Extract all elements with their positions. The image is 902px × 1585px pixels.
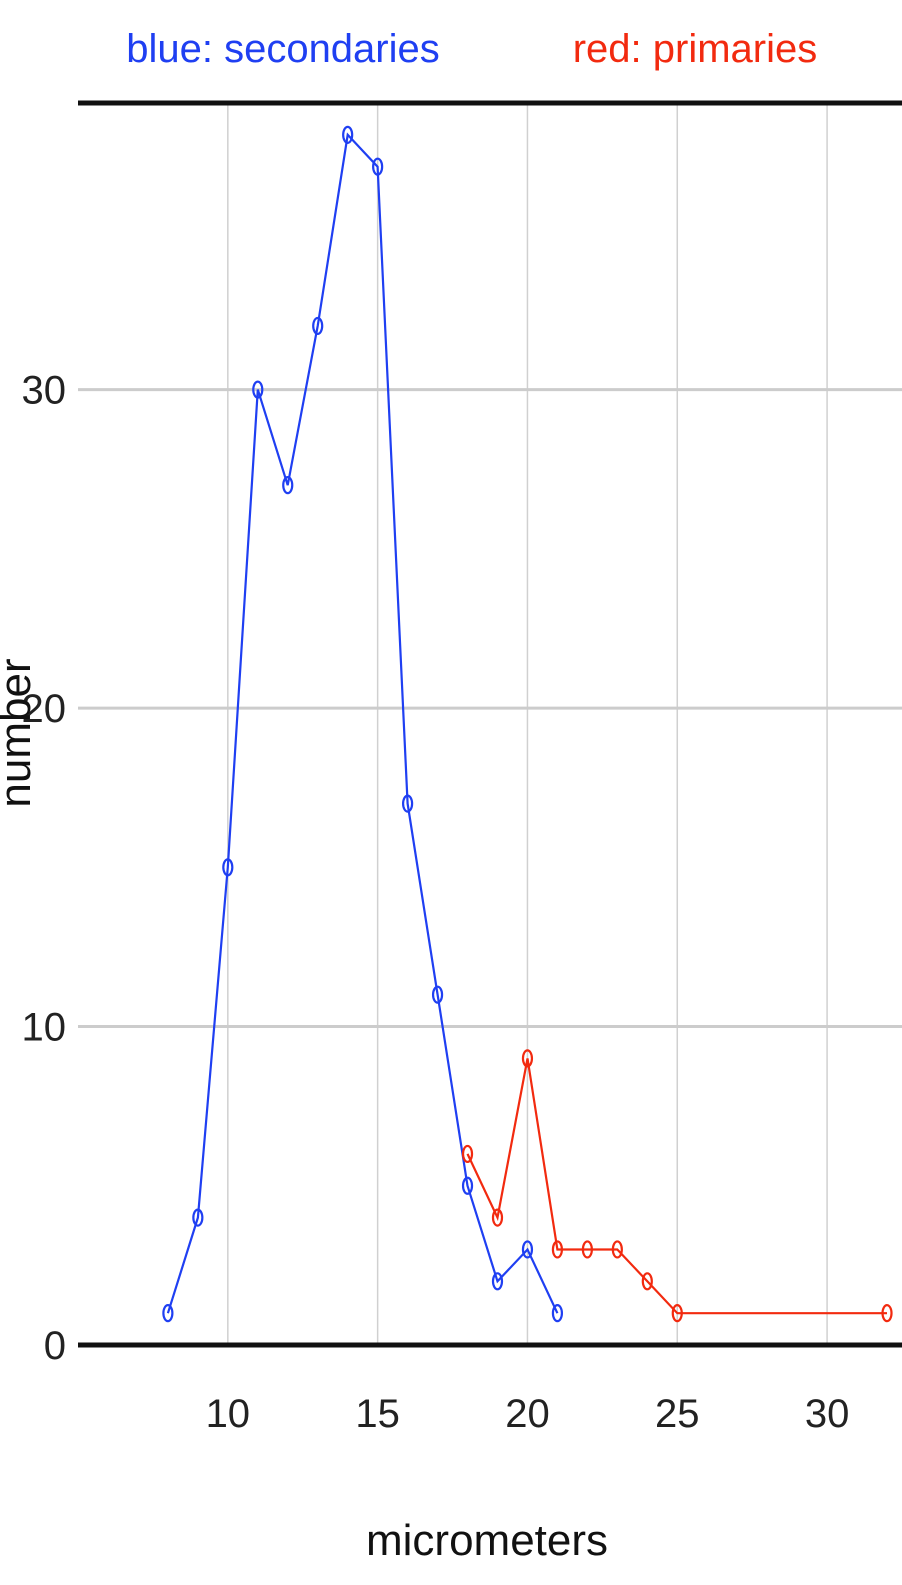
y-tick-label: 20 bbox=[22, 687, 67, 731]
series bbox=[162, 125, 893, 1323]
x-tick-label: 25 bbox=[655, 1392, 700, 1436]
data-point bbox=[192, 1208, 204, 1227]
data-point bbox=[581, 1240, 593, 1259]
data-point bbox=[282, 476, 294, 495]
data-point bbox=[461, 1144, 474, 1164]
y-tick-label: 0 bbox=[44, 1324, 66, 1368]
data-point bbox=[312, 316, 324, 336]
legend: blue: secondaries red: primaries bbox=[126, 27, 817, 71]
y-axis-label: number bbox=[0, 658, 40, 807]
series-primaries bbox=[461, 1049, 893, 1323]
x-tick-label: 10 bbox=[206, 1392, 251, 1436]
x-tick-label: 15 bbox=[355, 1392, 400, 1436]
data-point bbox=[431, 985, 444, 1004]
data-point bbox=[611, 1240, 623, 1259]
x-axis-label: micrometers bbox=[366, 1516, 608, 1565]
data-point bbox=[342, 125, 354, 144]
x-tick-label: 30 bbox=[805, 1392, 850, 1436]
axes bbox=[78, 100, 902, 1348]
data-point bbox=[551, 1240, 564, 1259]
data-point bbox=[162, 1304, 174, 1323]
data-point bbox=[222, 858, 234, 877]
data-point bbox=[671, 1304, 683, 1323]
data-point bbox=[881, 1304, 893, 1323]
legend-entry: red: primaries bbox=[573, 27, 818, 71]
series-line bbox=[466, 1058, 887, 1315]
x-tick-label: 20 bbox=[505, 1392, 550, 1436]
data-point bbox=[521, 1049, 534, 1068]
data-point bbox=[372, 157, 384, 176]
legend-entry: blue: secondaries bbox=[126, 27, 440, 71]
y-tick-label: 30 bbox=[22, 369, 67, 413]
data-point bbox=[491, 1272, 504, 1291]
series-secondaries bbox=[162, 125, 564, 1323]
data-point bbox=[521, 1240, 534, 1259]
data-point bbox=[551, 1304, 564, 1323]
data-point bbox=[641, 1272, 653, 1291]
tick-labels: 10 15 20 25 30 0 10 20 30 bbox=[22, 369, 850, 1436]
data-point bbox=[491, 1208, 504, 1227]
y-tick-label: 10 bbox=[22, 1006, 67, 1050]
data-point bbox=[402, 794, 414, 813]
series-line bbox=[166, 132, 559, 1314]
data-point bbox=[461, 1176, 474, 1195]
grid bbox=[78, 103, 902, 1345]
data-point bbox=[252, 380, 264, 399]
